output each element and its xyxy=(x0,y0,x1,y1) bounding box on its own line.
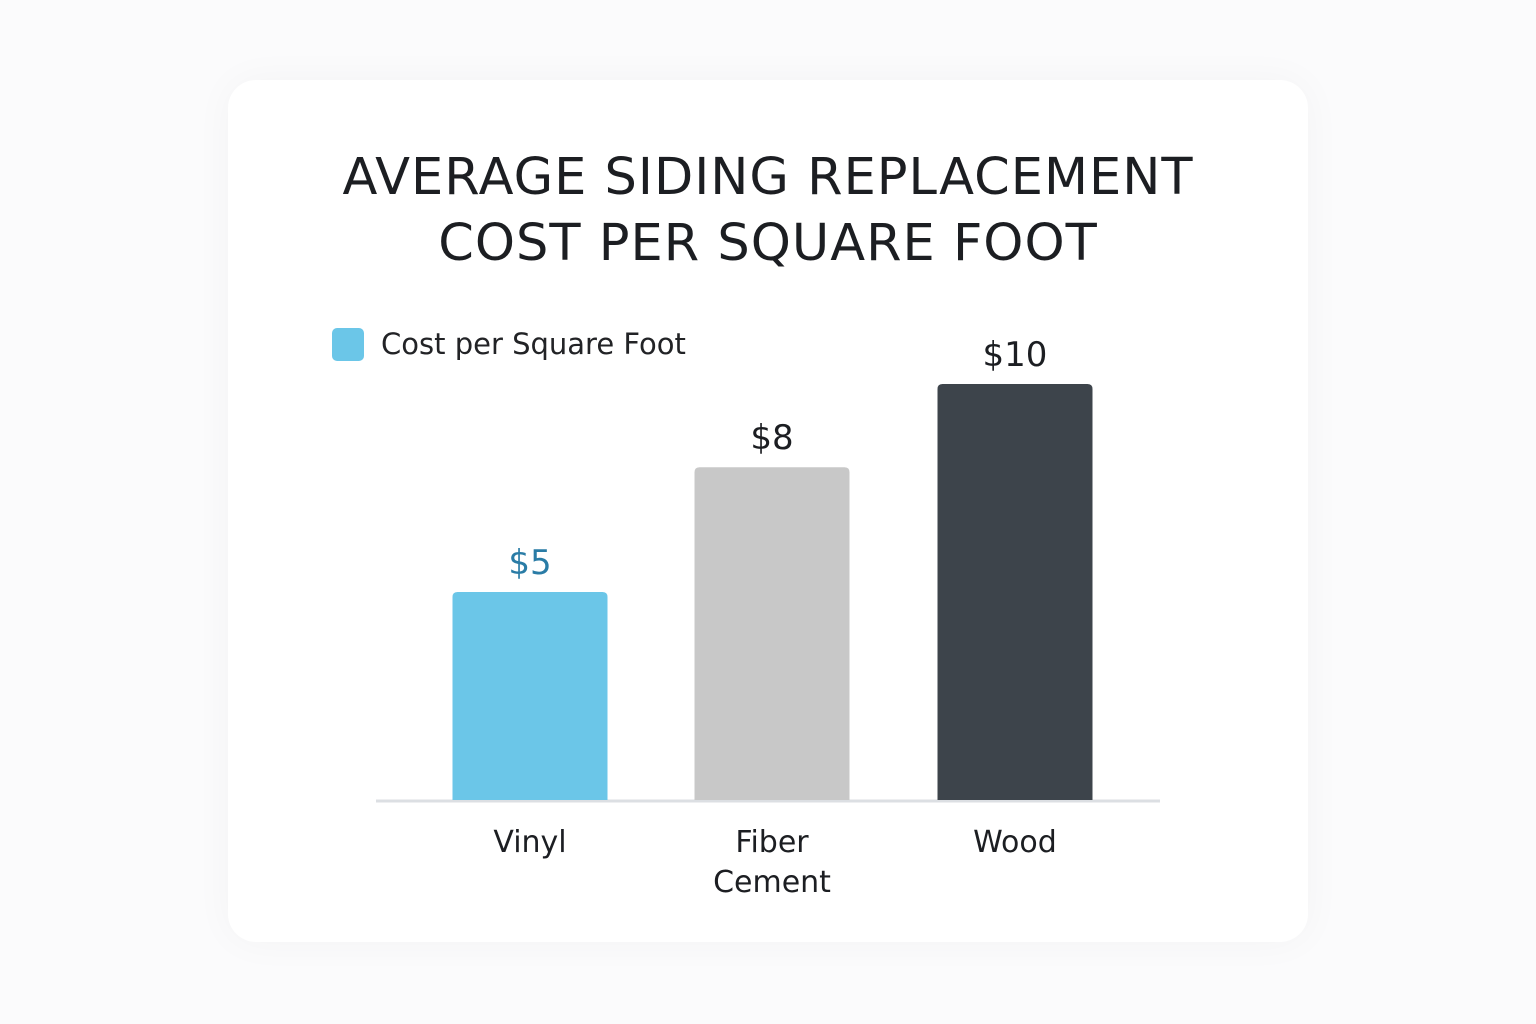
category-label-line: Fiber xyxy=(735,825,809,860)
category-label-line: Wood xyxy=(973,825,1057,860)
legend: Cost per Square Foot xyxy=(332,326,686,362)
category-label: Fiber Cement xyxy=(713,825,831,900)
category-label: Wood xyxy=(973,825,1057,860)
value-label: $5 xyxy=(508,543,551,583)
value-label: $10 xyxy=(983,335,1048,375)
value-label: $8 xyxy=(750,418,793,458)
category-label: Vinyl xyxy=(493,825,566,860)
legend-swatch xyxy=(332,327,364,361)
category-label-line: Vinyl xyxy=(493,825,566,860)
category-label-line: Cement xyxy=(713,865,831,900)
bar-fiber-cement xyxy=(694,467,850,800)
bar-vinyl xyxy=(452,592,608,800)
legend-label: Cost per Square Foot xyxy=(381,327,686,361)
bar-wood xyxy=(937,384,1093,800)
chart-title: AVERAGE SIDING REPLACEMENT COST PER SQUA… xyxy=(342,148,1194,273)
